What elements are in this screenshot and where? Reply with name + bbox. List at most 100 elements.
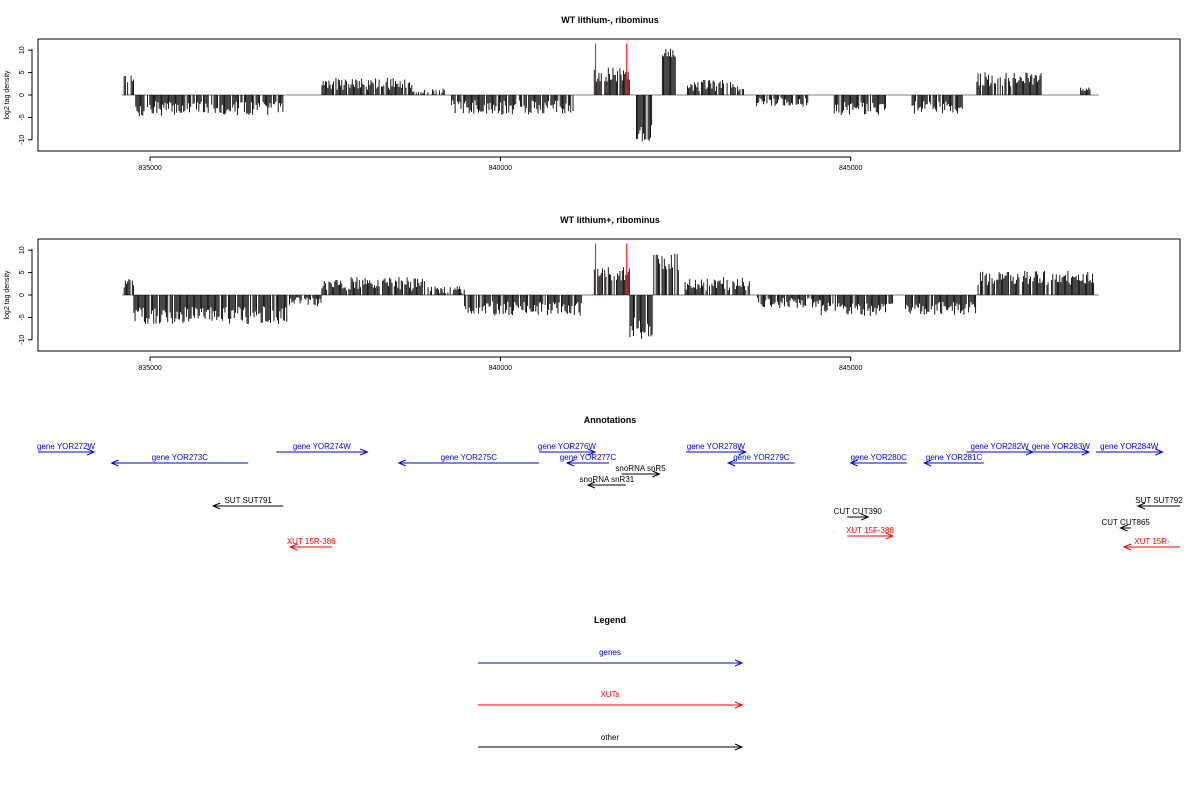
feature-label: gene YOR281C xyxy=(926,453,983,462)
y-tick-label: 0 xyxy=(19,293,26,297)
annotation-feature: gene YOR277C xyxy=(560,453,616,467)
annotation-feature: XUT 15R- xyxy=(1122,537,1180,551)
feature-label: gene YOR282W xyxy=(971,442,1030,451)
feature-label: snoRNA snR5 xyxy=(615,464,666,473)
annotation-feature: gene YOR278W xyxy=(686,442,747,456)
data-bars xyxy=(123,253,1095,339)
feature-arrow-head xyxy=(586,481,596,489)
track-panel-lithium-minus: WT lithium-, ribominus 10 5 0 -5 -10 log… xyxy=(4,15,1181,172)
red-marker-lines xyxy=(595,43,628,95)
legend-item-xuts: XUTs xyxy=(478,690,744,709)
x-tick-label: 845000 xyxy=(839,365,862,372)
feature-label: gene YOR274W xyxy=(293,442,352,451)
x-tick-label: 835000 xyxy=(138,365,161,372)
annotation-feature: gene YOR274W xyxy=(276,442,369,456)
feature-label: gene YOR278W xyxy=(687,442,746,451)
annotation-feature: gene YOR272W xyxy=(37,442,96,456)
legend-item-other: other xyxy=(478,733,744,751)
plot-frame xyxy=(37,238,1181,352)
annotation-feature: gene YOR279C xyxy=(726,453,795,467)
y-tick-label: 0 xyxy=(19,93,26,97)
y-tick-label: 10 xyxy=(19,246,26,254)
feature-arrow-head xyxy=(923,459,932,467)
y-tick-label: 10 xyxy=(19,46,26,54)
y-tick-label: -10 xyxy=(19,335,26,345)
feature-arrow-head xyxy=(587,448,597,456)
annotation-feature: SUT SUT792 xyxy=(1135,496,1183,510)
legend-item-genes: genes xyxy=(478,648,744,667)
red-marker-lines xyxy=(595,243,628,295)
annotation-feature: SUT SUT791 xyxy=(211,496,284,510)
feature-arrow-head xyxy=(861,513,870,521)
legend-arrow-head xyxy=(734,701,744,709)
feature-label: CUT CUT390 xyxy=(834,507,883,516)
annotation-feature: gene YOR280C xyxy=(849,453,908,467)
feature-arrow-head xyxy=(652,470,661,478)
feature-label: gene YOR276W xyxy=(538,442,597,451)
feature-label: gene YOR273C xyxy=(152,453,209,462)
annotation-feature: gene YOR284W xyxy=(1095,442,1164,456)
feature-arrow-head xyxy=(110,459,119,467)
annotation-feature: gene YOR273C xyxy=(110,453,249,467)
annotation-feature: snoRNA snR5 xyxy=(615,464,666,478)
panel-title: WT lithium-, ribominus xyxy=(561,15,659,25)
annotation-feature: gene YOR275C xyxy=(397,453,539,467)
annotation-feature: gene YOR276W xyxy=(538,442,597,456)
feature-arrow-head xyxy=(1155,448,1164,456)
x-tick-label: 835000 xyxy=(138,165,161,172)
feature-label: snoRNA snR31 xyxy=(580,475,635,484)
y-tick-label: 5 xyxy=(19,71,26,75)
feature-label: gene YOR280C xyxy=(851,453,908,462)
feature-arrow-head xyxy=(738,448,747,456)
feature-arrow-head xyxy=(726,459,736,467)
annotation-feature: CUT CUT865 xyxy=(1102,518,1151,532)
annotation-feature: gene YOR281C xyxy=(923,453,984,467)
panel-title: WT lithium+, ribominus xyxy=(560,215,660,225)
annotation-feature: XUT 15R-386 xyxy=(287,537,336,551)
feature-label: XUT 15F-388 xyxy=(846,526,894,535)
legend-title: Legend xyxy=(594,615,626,625)
y-axis-label: log2 tag density xyxy=(4,70,11,120)
feature-label: SUT SUT792 xyxy=(1135,496,1183,505)
feature-label: gene YOR275C xyxy=(441,453,498,462)
feature-arrow-head xyxy=(565,459,575,467)
data-bars xyxy=(123,48,1091,142)
x-tick-label: 840000 xyxy=(489,165,512,172)
feature-arrow-head xyxy=(360,448,369,456)
legend-arrow-head xyxy=(734,659,744,667)
feature-label: gene YOR284W xyxy=(1100,442,1159,451)
feature-arrow-head xyxy=(397,459,407,467)
feature-arrow-head xyxy=(1081,448,1091,456)
annotation-feature: snoRNA snR31 xyxy=(580,475,635,489)
feature-arrow-head xyxy=(86,448,96,456)
feature-label: CUT CUT865 xyxy=(1102,518,1151,527)
y-axis: 10 5 0 -5 -10 log2 tag density xyxy=(4,46,33,145)
feature-arrow-head xyxy=(885,532,895,540)
legend-label: genes xyxy=(599,648,621,657)
feature-label: gene YOR283W xyxy=(1032,442,1091,451)
x-axis: 835000 840000 845000 xyxy=(138,356,862,372)
feature-label: XUT 15R- xyxy=(1134,537,1170,546)
feature-arrow-head xyxy=(288,543,298,551)
feature-arrow-head xyxy=(1122,543,1132,551)
feature-arrow-head xyxy=(849,459,858,467)
feature-arrow-head xyxy=(211,502,221,510)
y-tick-label: -5 xyxy=(19,314,26,320)
annotation-features: gene YOR272W gene YOR273C gene YOR274W gene… xyxy=(37,442,1183,551)
feature-label: gene YOR272W xyxy=(37,442,96,451)
annotation-feature: XUT 15F-388 xyxy=(846,526,895,540)
legend-label: XUTs xyxy=(600,690,619,699)
feature-label: XUT 15R-386 xyxy=(287,537,336,546)
feature-arrow-head xyxy=(1136,502,1146,510)
plot-frame xyxy=(37,38,1181,152)
annotations-title: Annotations xyxy=(584,415,637,425)
feature-label: SUT SUT791 xyxy=(224,496,272,505)
annotation-feature: CUT CUT390 xyxy=(834,507,883,521)
legend-arrow-head xyxy=(734,743,744,751)
feature-label: gene YOR279C xyxy=(733,453,790,462)
y-tick-label: -5 xyxy=(19,114,26,120)
x-tick-label: 840000 xyxy=(489,365,512,372)
x-axis: 835000 840000 845000 xyxy=(138,156,862,172)
